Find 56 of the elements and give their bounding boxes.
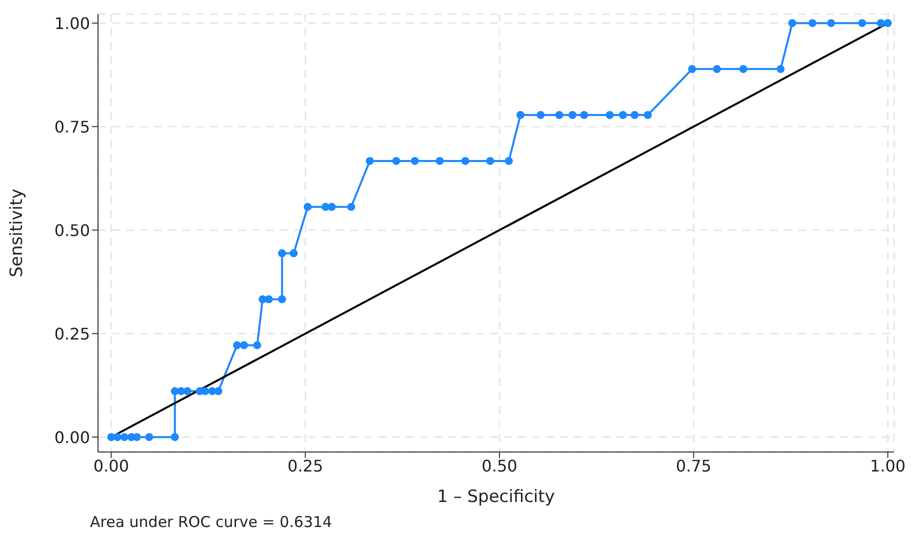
point	[808, 19, 816, 28]
point	[264, 295, 273, 304]
point	[436, 156, 444, 165]
point	[461, 156, 470, 165]
point	[580, 111, 588, 120]
point	[788, 19, 796, 28]
point	[347, 202, 356, 211]
x-tick-label: 0.25	[288, 456, 324, 476]
point	[858, 19, 866, 28]
y-tick-label: 0.50	[54, 220, 90, 240]
point	[145, 433, 154, 442]
point	[366, 156, 374, 165]
x-tick-label: 1.00	[870, 456, 906, 476]
point	[120, 433, 128, 442]
point	[304, 202, 312, 211]
point	[183, 387, 192, 396]
point	[201, 387, 210, 396]
point	[170, 433, 179, 442]
point	[486, 156, 494, 165]
point	[536, 111, 545, 120]
point	[827, 19, 836, 28]
y-axis-title: Sensitivity	[7, 188, 28, 278]
point	[644, 111, 652, 120]
x-tick-label: 0.50	[482, 456, 518, 476]
point	[290, 249, 298, 258]
point	[618, 111, 627, 120]
point	[328, 202, 336, 211]
x-tick-label: 0.00	[93, 456, 130, 476]
point	[278, 295, 286, 304]
point	[516, 111, 524, 120]
point	[214, 387, 222, 396]
point	[884, 19, 892, 28]
x-axis-title: 1 – Specificity	[437, 487, 555, 507]
point	[739, 65, 748, 74]
point	[555, 111, 564, 120]
point	[776, 65, 785, 74]
text: Area under ROC curve = 0.6314	[90, 513, 332, 531]
point	[392, 156, 400, 165]
point	[688, 65, 696, 74]
point	[410, 156, 419, 165]
point	[113, 433, 122, 442]
point	[233, 341, 242, 350]
y-tick-label: 1.00	[54, 14, 90, 33]
point	[278, 249, 286, 258]
x-tick-label: 0.75	[676, 456, 712, 476]
y-tick-label: 0.75	[54, 117, 90, 136]
y-tick-label: 0.00	[54, 428, 90, 447]
point	[504, 156, 513, 165]
y-tick-label: 0.25	[54, 324, 90, 344]
point	[568, 111, 576, 120]
point	[876, 19, 885, 28]
point	[630, 111, 639, 120]
point	[240, 341, 248, 350]
point	[712, 65, 721, 74]
point	[606, 111, 614, 120]
point	[253, 341, 262, 350]
